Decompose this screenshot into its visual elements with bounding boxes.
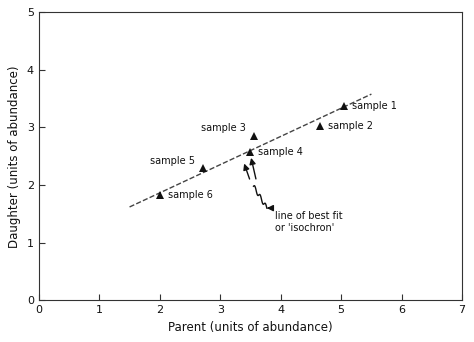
Text: sample 1: sample 1 [352, 101, 397, 110]
X-axis label: Parent (units of abundance): Parent (units of abundance) [168, 321, 333, 334]
Text: sample 2: sample 2 [328, 121, 373, 131]
Text: sample 3: sample 3 [201, 123, 246, 133]
Text: sample 4: sample 4 [258, 147, 303, 157]
Text: line of best fit
or 'isochron': line of best fit or 'isochron' [274, 211, 342, 233]
Text: sample 5: sample 5 [150, 156, 195, 166]
Y-axis label: Daughter (units of abundance): Daughter (units of abundance) [9, 65, 21, 248]
Text: sample 6: sample 6 [168, 190, 212, 200]
